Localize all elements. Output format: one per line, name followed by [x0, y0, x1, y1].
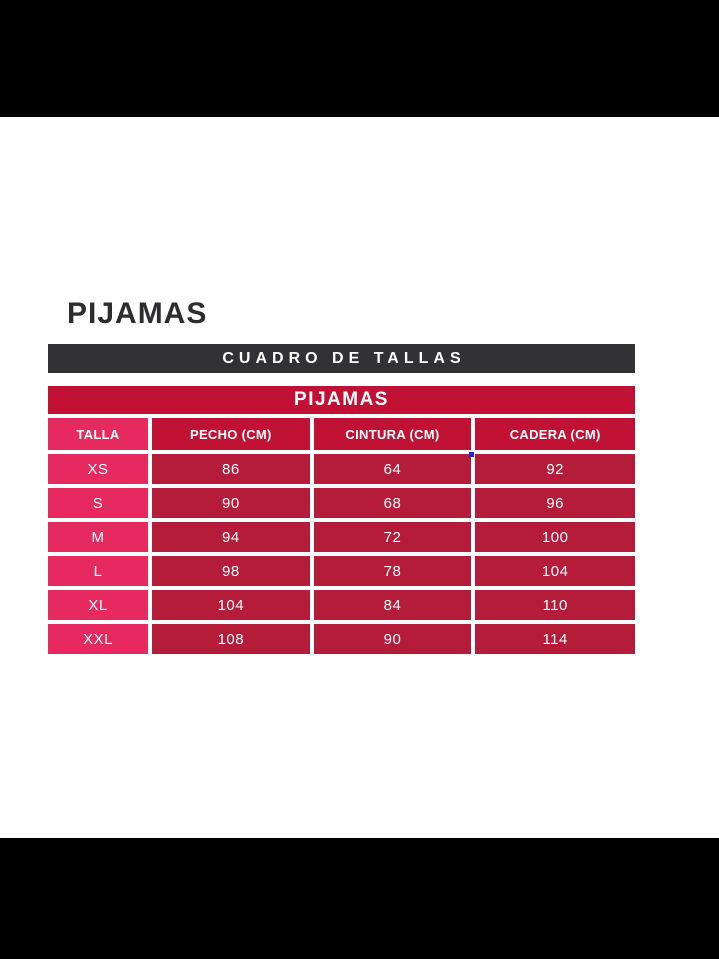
- blue-artifact-dot: [469, 452, 474, 457]
- measurement-cell: 114: [471, 620, 635, 654]
- measurement-cell: 68: [309, 484, 476, 522]
- measurement-cell: 90: [148, 484, 314, 522]
- column-header-cintura-cm: CINTURA (CM): [309, 414, 476, 454]
- table-row: XS 86 64 92: [48, 450, 635, 488]
- table-caption: PIJAMAS: [48, 386, 635, 414]
- size-cell: M: [48, 518, 152, 556]
- measurement-cell: 110: [471, 586, 635, 624]
- table-row: XL 104 84 110: [48, 586, 635, 624]
- size-cell: XS: [48, 450, 152, 488]
- measurement-cell: 108: [148, 620, 314, 654]
- top-letterbox: [0, 0, 719, 117]
- size-cell: L: [48, 552, 152, 590]
- table-row: M 94 72 100: [48, 518, 635, 556]
- table-row: S 90 68 96: [48, 484, 635, 522]
- size-cell: XXL: [48, 620, 152, 654]
- column-header-cadera-cm: CADERA (CM): [471, 414, 635, 454]
- measurement-cell: 104: [471, 552, 635, 590]
- page-title: PIJAMAS: [67, 297, 208, 330]
- measurement-cell: 84: [309, 586, 476, 624]
- size-cell: XL: [48, 586, 152, 624]
- header-row: TALLA PECHO (CM) CINTURA (CM) CADERA (CM): [48, 414, 635, 454]
- table-caption-label: PIJAMAS: [294, 389, 389, 410]
- table-row: L 98 78 104: [48, 552, 635, 590]
- measurement-cell: 78: [309, 552, 476, 590]
- measurement-cell: 98: [148, 552, 314, 590]
- size-cell: S: [48, 484, 152, 522]
- measurement-cell: 86: [148, 450, 314, 488]
- measurement-cell: 64: [309, 450, 476, 488]
- measurement-cell: 92: [471, 450, 635, 488]
- table-row: XXL 108 90 114: [48, 620, 635, 654]
- measurement-cell: 100: [471, 518, 635, 556]
- column-header-pecho-cm: PECHO (CM): [148, 414, 314, 454]
- column-header-talla: TALLA: [48, 414, 152, 454]
- size-table: TALLA PECHO (CM) CINTURA (CM) CADERA (CM) X…: [48, 414, 635, 654]
- measurement-cell: 96: [471, 484, 635, 522]
- size-chart: PIJAMAS TALLA PECHO (CM) CINTURA (CM) CADER…: [48, 386, 635, 654]
- bottom-letterbox: [0, 838, 719, 959]
- size-chart-banner-label: CUADRO DE TALLAS: [222, 349, 466, 367]
- measurement-cell: 104: [148, 586, 314, 624]
- measurement-cell: 72: [309, 518, 476, 556]
- size-table-body: XS 86 64 92 S 90 68 96 M 94 72 100 L 98 78 104 XL 104 84 11…: [48, 450, 635, 654]
- size-chart-banner: CUADRO DE TALLAS: [48, 344, 635, 373]
- measurement-cell: 90: [309, 620, 476, 654]
- measurement-cell: 94: [148, 518, 314, 556]
